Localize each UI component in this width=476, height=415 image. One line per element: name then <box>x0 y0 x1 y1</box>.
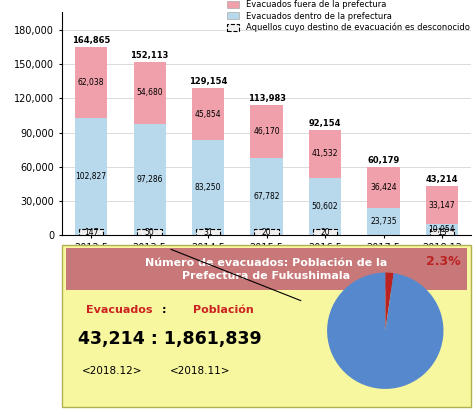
Text: 97,286: 97,286 <box>136 176 163 184</box>
Text: 113,983: 113,983 <box>248 95 286 103</box>
FancyBboxPatch shape <box>62 245 471 407</box>
Text: 36,424: 36,424 <box>370 183 397 192</box>
Text: 147: 147 <box>84 228 99 237</box>
FancyBboxPatch shape <box>430 229 454 235</box>
Text: 43,214: 43,214 <box>426 176 458 184</box>
Bar <box>309 178 341 235</box>
FancyBboxPatch shape <box>138 229 162 235</box>
Text: 83,250: 83,250 <box>195 183 221 193</box>
FancyBboxPatch shape <box>79 229 103 235</box>
Bar <box>250 105 283 158</box>
Text: 129,154: 129,154 <box>189 77 227 86</box>
Text: 60,179: 60,179 <box>367 156 400 165</box>
Text: <2018.11>: <2018.11> <box>170 366 231 376</box>
Text: <2018.12>: <2018.12> <box>82 366 143 376</box>
Text: Número de evacuados: Población de la
Prefectura de Fukushimala: Número de evacuados: Población de la Pre… <box>146 258 387 281</box>
Bar <box>192 88 224 140</box>
FancyBboxPatch shape <box>254 229 279 235</box>
Text: 23,735: 23,735 <box>370 217 397 227</box>
Text: 46,170: 46,170 <box>253 127 280 136</box>
Bar <box>367 167 399 208</box>
Text: 10,054: 10,054 <box>429 225 456 234</box>
Bar <box>133 124 166 235</box>
FancyBboxPatch shape <box>196 229 220 235</box>
Text: 62,038: 62,038 <box>78 78 104 87</box>
Text: 43,214 : 1,861,839: 43,214 : 1,861,839 <box>78 330 262 348</box>
Text: 20: 20 <box>320 228 330 237</box>
Bar <box>309 130 341 178</box>
FancyBboxPatch shape <box>313 229 337 235</box>
Bar <box>75 118 107 235</box>
Text: 50: 50 <box>145 228 155 237</box>
Bar <box>133 62 166 124</box>
Text: 67,782: 67,782 <box>253 192 280 201</box>
Text: 33,147: 33,147 <box>429 200 456 210</box>
Bar <box>426 224 458 235</box>
Text: 13: 13 <box>437 228 447 237</box>
Text: 152,113: 152,113 <box>130 51 169 60</box>
Wedge shape <box>327 273 444 389</box>
Bar <box>192 140 224 235</box>
Bar <box>426 186 458 224</box>
FancyBboxPatch shape <box>66 248 467 290</box>
Text: 92,154: 92,154 <box>309 120 341 128</box>
Bar <box>250 158 283 235</box>
Text: 102,827: 102,827 <box>76 172 107 181</box>
Text: 164,865: 164,865 <box>72 36 110 45</box>
Wedge shape <box>385 273 394 331</box>
Text: 45,854: 45,854 <box>195 110 221 119</box>
Text: 31: 31 <box>203 228 213 237</box>
Text: Evacuados: Evacuados <box>87 305 153 315</box>
Text: 2.3%: 2.3% <box>426 255 461 268</box>
Legend: Evacuados fuera de la prefectura, Evacuados dentro de la prefectura, Aquellos cu: Evacuados fuera de la prefectura, Evacua… <box>226 0 471 34</box>
Text: 41,532: 41,532 <box>312 149 338 159</box>
Text: 54,680: 54,680 <box>136 88 163 98</box>
Text: Población: Población <box>193 305 254 315</box>
Text: 50,602: 50,602 <box>312 202 338 211</box>
Text: 20: 20 <box>262 228 271 237</box>
Bar <box>367 208 399 235</box>
Bar <box>75 47 107 118</box>
Text: :: : <box>162 305 167 315</box>
